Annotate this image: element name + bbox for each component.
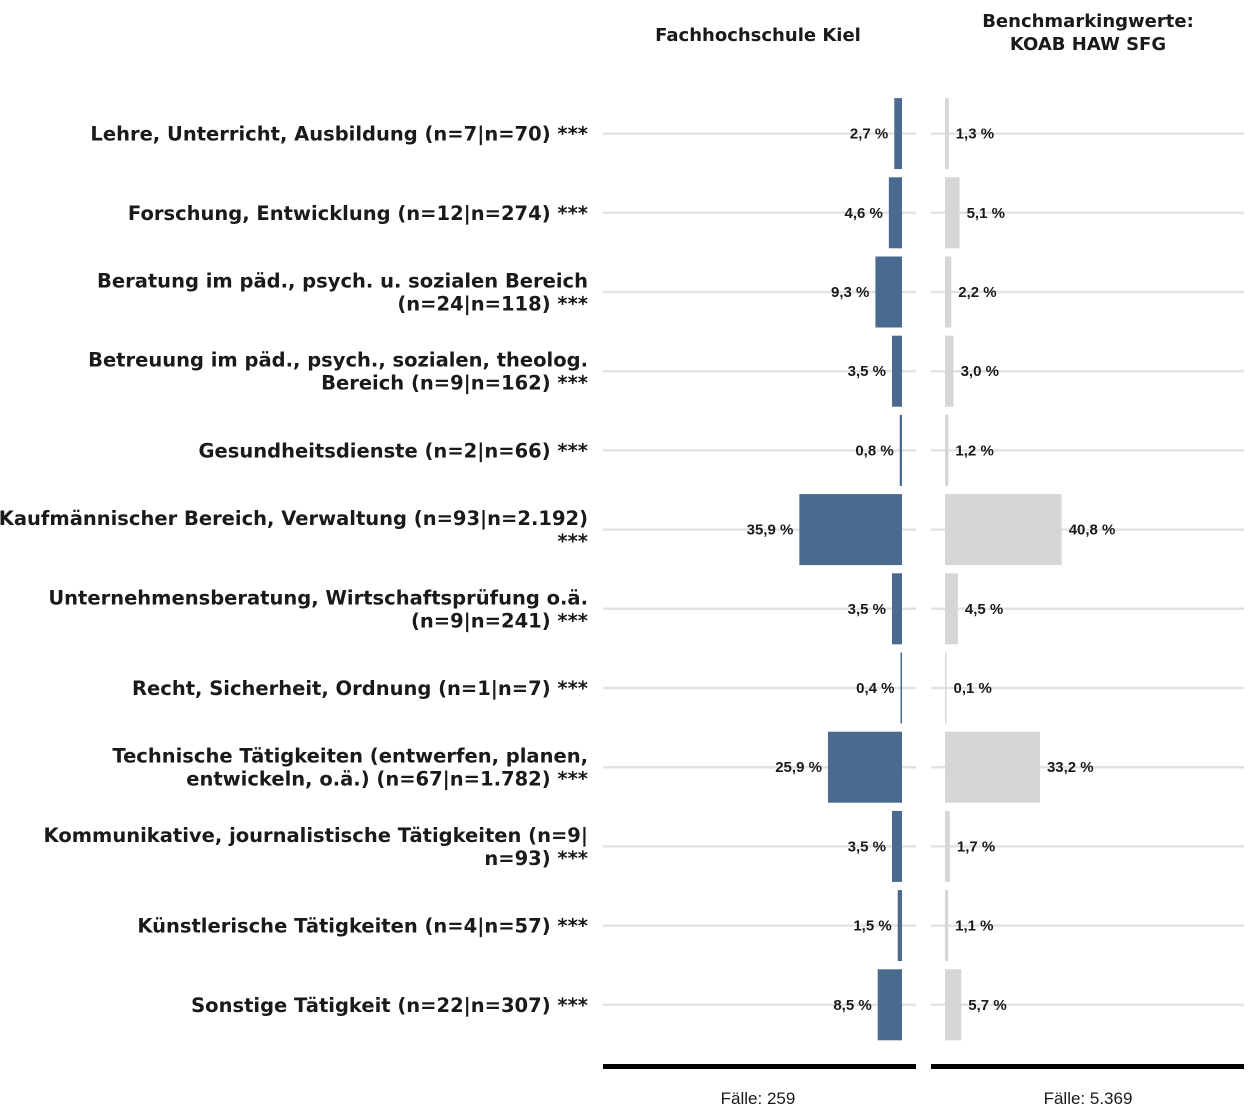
bar-fachhochschule-kiel	[897, 890, 902, 962]
bar-benchmark	[945, 494, 1062, 566]
bar-benchmark	[945, 98, 949, 170]
panel-title-left: Fachhochschule Kiel	[655, 25, 861, 46]
category-label: (n=9|n=241) ***	[411, 609, 588, 632]
category-label: Unternehmensberatung, Wirtschaftsprüfung…	[48, 586, 588, 609]
category-label: Recht, Sicherheit, Ordnung (n=1|n=7) ***	[132, 677, 588, 700]
bar-benchmark	[945, 969, 962, 1041]
bar-fachhochschule-kiel	[899, 414, 902, 486]
category-label: Lehre, Unterricht, Ausbildung (n=7|n=70)…	[90, 123, 588, 146]
bar-benchmark	[945, 731, 1040, 803]
bar-fachhochschule-kiel	[877, 969, 902, 1041]
case-count-left: Fälle: 259	[721, 1089, 796, 1108]
category-label: Künstlerische Tätigkeiten (n=4|n=57) ***	[137, 915, 588, 938]
value-label-left: 2,7 %	[850, 126, 888, 143]
category-label: Betreuung im päd., psych., sozialen, the…	[88, 349, 588, 372]
bar-benchmark	[945, 414, 949, 486]
value-label-right: 4,5 %	[965, 601, 1003, 618]
bar-fachhochschule-kiel	[875, 256, 902, 328]
value-label-right: 1,1 %	[955, 918, 993, 935]
baseline-right	[931, 1064, 1244, 1069]
value-label-left: 3,5 %	[848, 363, 886, 380]
bar-fachhochschule-kiel	[888, 177, 902, 249]
value-label-left: 3,5 %	[848, 838, 886, 855]
bar-benchmark	[945, 177, 960, 249]
value-label-left: 35,9 %	[747, 522, 794, 539]
value-label-right: 5,7 %	[968, 997, 1006, 1014]
bar-benchmark	[945, 810, 950, 882]
category-label: Beratung im päd., psych. u. sozialen Ber…	[97, 270, 588, 293]
value-label-left: 0,4 %	[856, 680, 894, 697]
value-label-left: 0,8 %	[855, 442, 893, 459]
bar-benchmark	[945, 573, 958, 645]
value-label-right: 40,8 %	[1069, 522, 1116, 539]
bar-fachhochschule-kiel	[891, 335, 902, 407]
category-label: Gesundheitsdienste (n=2|n=66) ***	[199, 439, 588, 462]
value-label-right: 1,3 %	[956, 126, 994, 143]
bar-fachhochschule-kiel	[894, 98, 902, 170]
category-label: Forschung, Entwicklung (n=12|n=274) ***	[128, 202, 588, 225]
panel-title-right: Benchmarkingwerte:	[982, 11, 1194, 32]
bar-benchmark	[945, 652, 947, 724]
panel-title-right: KOAB HAW SFG	[1010, 34, 1166, 55]
category-label: (n=24|n=118) ***	[397, 293, 588, 316]
bar-fachhochschule-kiel	[827, 731, 902, 803]
bar-fachhochschule-kiel	[799, 494, 902, 566]
case-count-right: Fälle: 5.369	[1044, 1089, 1133, 1108]
value-label-right: 5,1 %	[967, 205, 1005, 222]
bar-fachhochschule-kiel	[900, 652, 902, 724]
value-label-right: 1,7 %	[957, 838, 995, 855]
bar-benchmark	[945, 335, 954, 407]
baseline-left	[603, 1064, 916, 1069]
bar-benchmark	[945, 256, 952, 328]
value-label-right: 1,2 %	[955, 442, 993, 459]
category-label: Kaufmännischer Bereich, Verwaltung (n=93…	[0, 507, 588, 530]
category-label: n=93) ***	[484, 847, 588, 870]
category-label: Technische Tätigkeiten (entwerfen, plane…	[112, 745, 588, 768]
value-label-left: 4,6 %	[844, 205, 882, 222]
bar-benchmark	[945, 890, 949, 962]
category-label: entwickeln, o.ä.) (n=67|n=1.782) ***	[186, 768, 588, 791]
value-label-right: 0,1 %	[954, 680, 992, 697]
category-label: Kommunikative, journalistische Tätigkeit…	[44, 824, 588, 847]
value-label-right: 33,2 %	[1047, 759, 1094, 776]
value-label-right: 2,2 %	[958, 284, 996, 301]
value-label-left: 25,9 %	[775, 759, 822, 776]
category-label: ***	[557, 530, 588, 553]
category-label: Sonstige Tätigkeit (n=22|n=307) ***	[191, 994, 588, 1017]
value-label-left: 8,5 %	[833, 997, 871, 1014]
value-label-left: 1,5 %	[853, 918, 891, 935]
value-label-left: 3,5 %	[848, 601, 886, 618]
bar-fachhochschule-kiel	[891, 810, 902, 882]
bar-fachhochschule-kiel	[891, 573, 902, 645]
value-label-left: 9,3 %	[831, 284, 869, 301]
value-label-right: 3,0 %	[961, 363, 999, 380]
category-label: Bereich (n=9|n=162) ***	[321, 372, 588, 395]
